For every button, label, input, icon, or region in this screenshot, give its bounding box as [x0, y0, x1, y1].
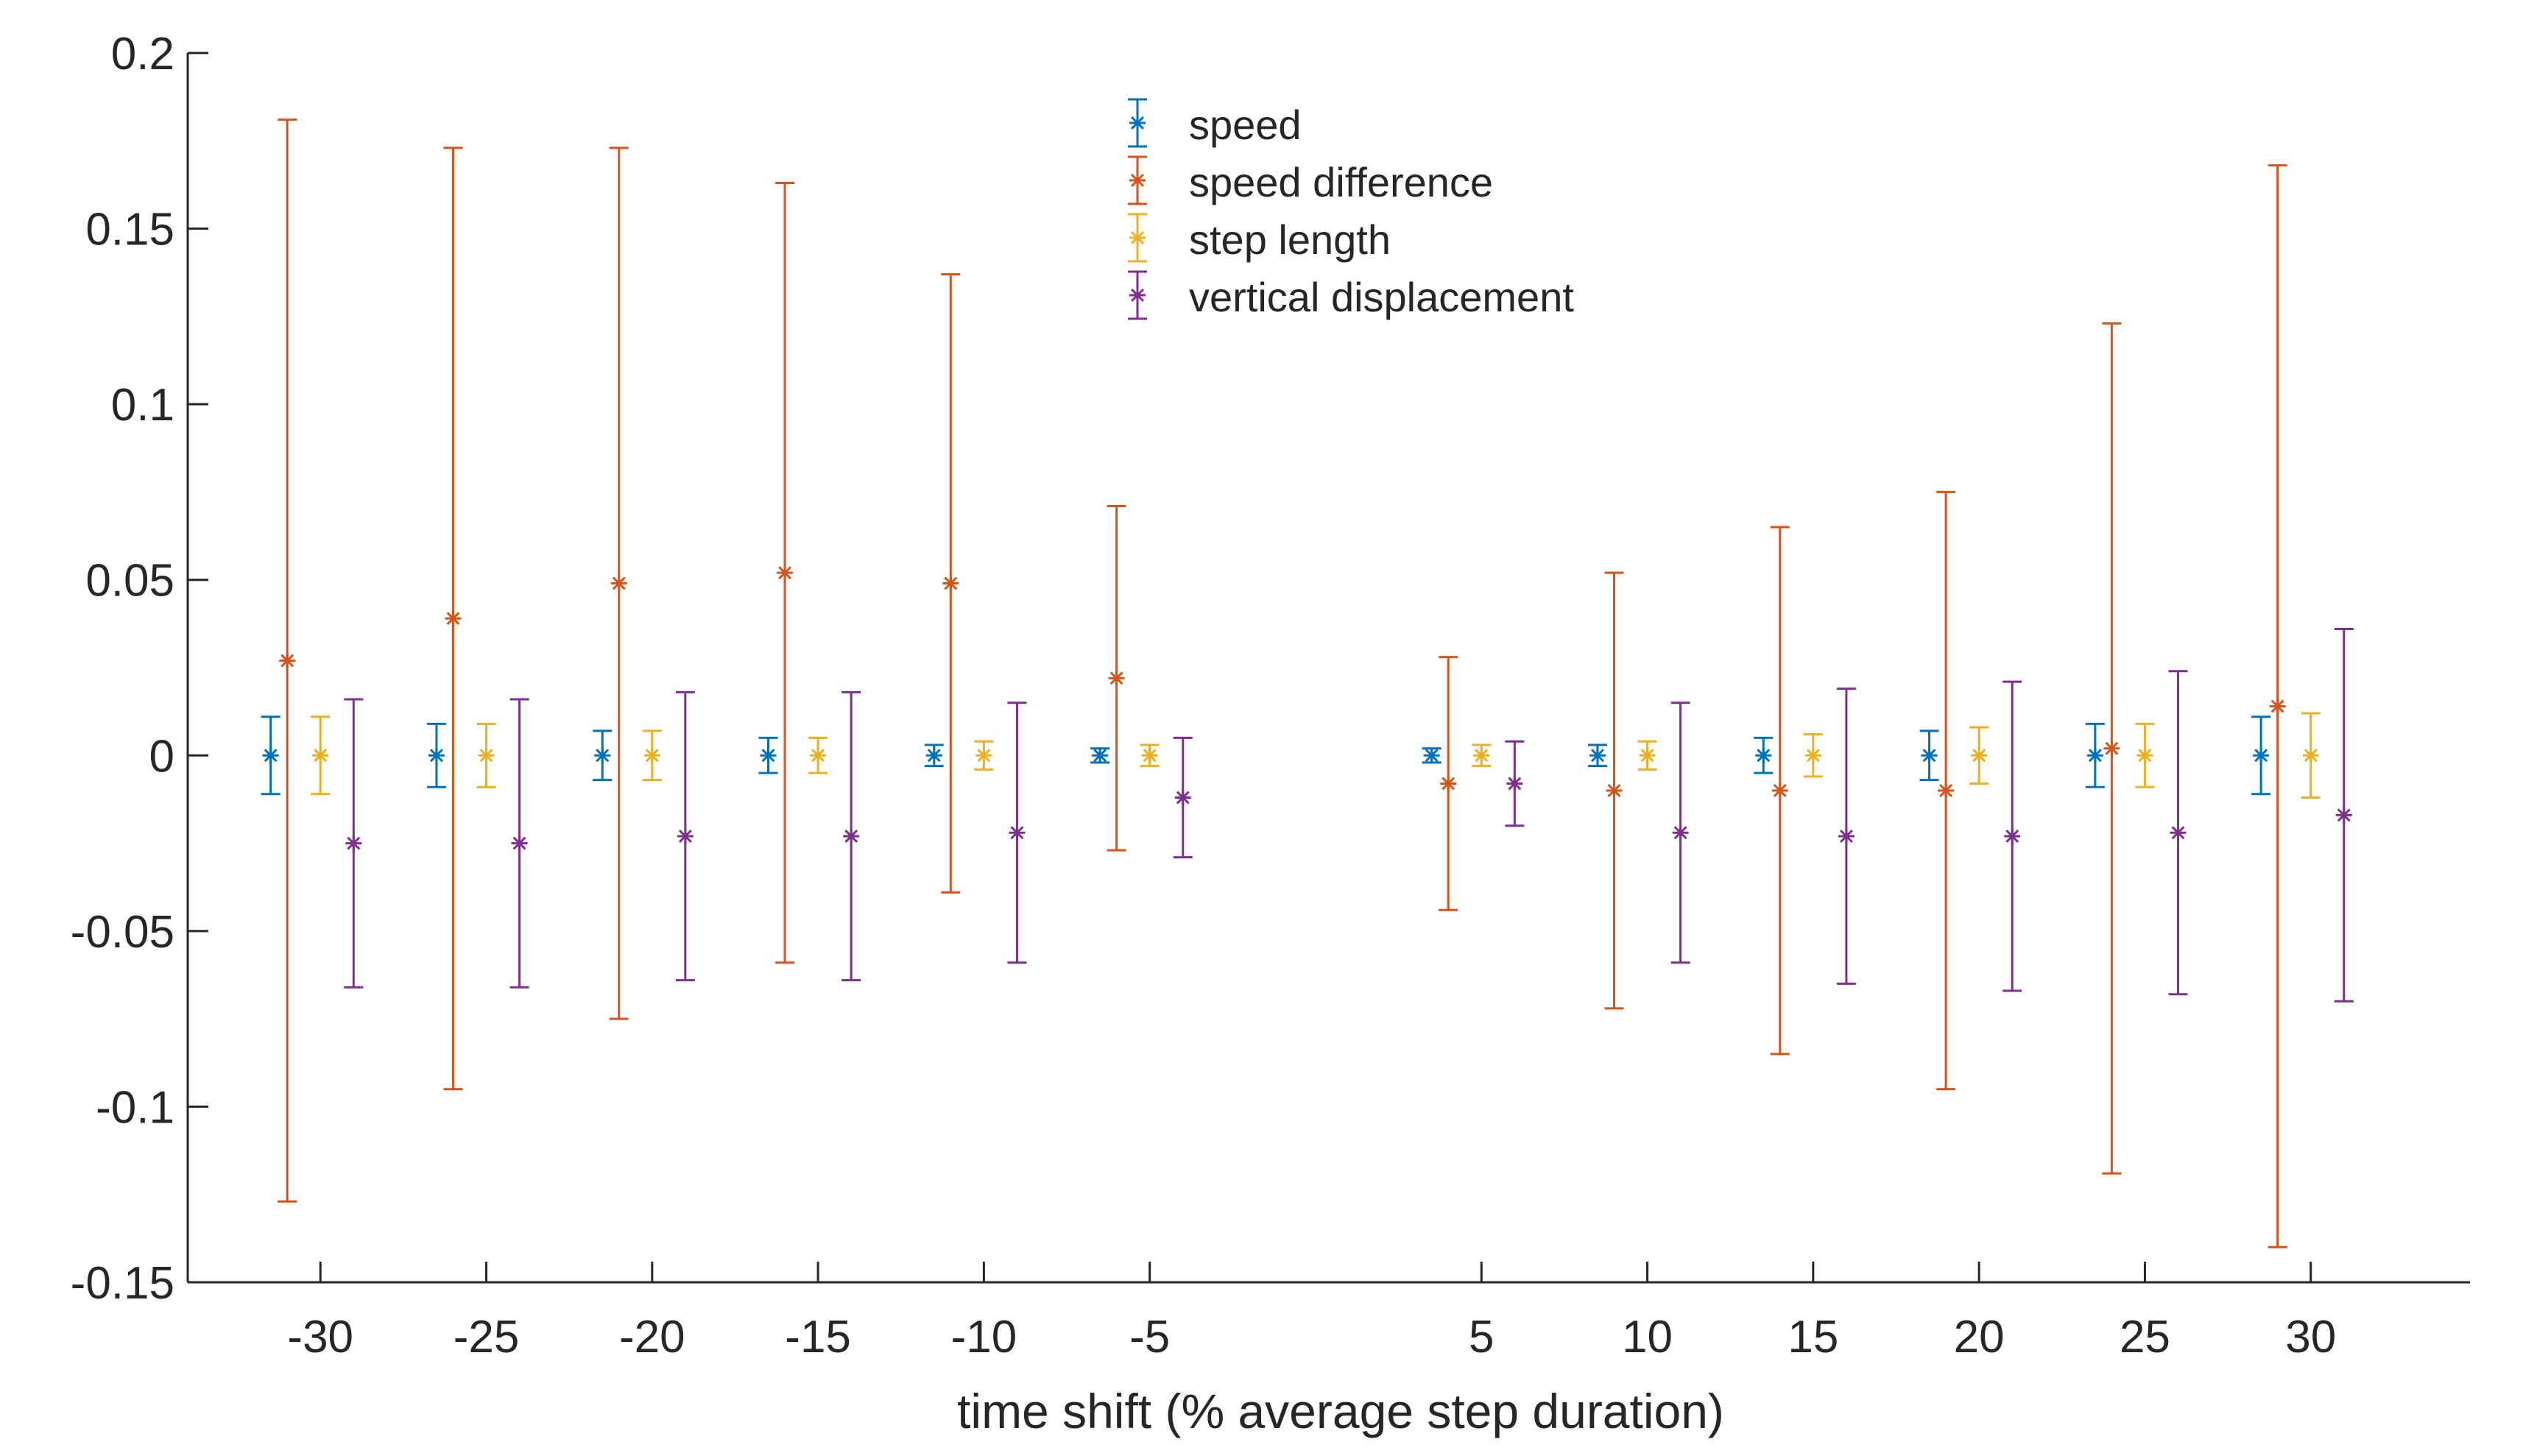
- data-point: [843, 828, 860, 845]
- legend-entry-label: vertical displacement: [1189, 274, 1574, 320]
- data-point: [1423, 747, 1440, 764]
- series-speed: [261, 715, 2271, 796]
- data-point: [428, 747, 445, 764]
- data-point: [1971, 747, 1988, 764]
- legend-marker: [1129, 115, 1146, 131]
- legend-entry-label: step length: [1189, 216, 1391, 263]
- y-tick-label: 0: [149, 731, 174, 782]
- series-vertical-displacement: [344, 628, 2354, 1003]
- legend-marker: [1129, 172, 1146, 188]
- data-point: [312, 747, 329, 764]
- y-tick-label: -0.1: [96, 1082, 174, 1133]
- data-point: [1606, 782, 1623, 799]
- series-step-length: [311, 712, 2321, 799]
- data-point: [2004, 828, 2021, 845]
- legend-marker: [1129, 287, 1146, 303]
- data-point: [2086, 747, 2103, 764]
- data-point: [1938, 782, 1955, 799]
- data-point: [2302, 747, 2319, 764]
- data-point: [925, 747, 942, 764]
- data-point: [777, 565, 794, 582]
- x-tick-label: 10: [1622, 1312, 1673, 1363]
- data-point: [643, 747, 660, 764]
- data-point: [2136, 747, 2153, 764]
- data-point: [2335, 807, 2352, 824]
- data-point: [445, 610, 462, 627]
- data-point: [2170, 824, 2187, 841]
- data-point: [1755, 747, 1772, 764]
- data-point: [2103, 740, 2120, 757]
- legend-entry-label: speed: [1189, 102, 1302, 148]
- data-point: [594, 747, 611, 764]
- data-point: [345, 835, 362, 852]
- legend: speed speed difference step length vertical…: [1128, 98, 1574, 320]
- data-point: [942, 575, 959, 592]
- x-tick-label: 15: [1788, 1312, 1838, 1363]
- data-point: [1838, 828, 1855, 845]
- data-point: [1092, 747, 1109, 764]
- data-point: [1506, 775, 1523, 792]
- x-tick-label: -15: [785, 1312, 851, 1363]
- axes: [186, 53, 2470, 1284]
- data-point: [810, 747, 827, 764]
- y-tick-label: 0.2: [111, 29, 174, 79]
- x-tick-label: 5: [1469, 1312, 1494, 1363]
- data-point: [1672, 824, 1689, 841]
- x-tick-label: 30: [2285, 1312, 2336, 1363]
- y-tick-label: 0.05: [85, 556, 174, 607]
- x-tick-label: -30: [287, 1312, 353, 1363]
- y-tick-label: 0.1: [111, 380, 174, 431]
- data-point: [511, 835, 528, 852]
- data-point: [279, 652, 296, 669]
- x-tick-label: 20: [1954, 1312, 2005, 1363]
- data-point: [2269, 698, 2286, 715]
- y-tick-label: -0.15: [71, 1258, 174, 1309]
- data-point: [1771, 782, 1788, 799]
- data-point: [1639, 747, 1656, 764]
- series-speed-difference: [278, 119, 2287, 1248]
- legend-marker: [1129, 230, 1146, 246]
- data-point: [1141, 747, 1158, 764]
- data-point: [1804, 747, 1821, 764]
- data-point: [1440, 775, 1457, 792]
- data-point: [1174, 789, 1191, 806]
- data-series: [261, 119, 2354, 1248]
- x-tick-label: -25: [454, 1312, 520, 1363]
- data-point: [1589, 747, 1606, 764]
- y-tick-label: -0.05: [71, 907, 174, 958]
- data-point: [975, 747, 992, 764]
- x-tick-label: -10: [951, 1312, 1017, 1363]
- x-tick-label: 25: [2120, 1312, 2170, 1363]
- x-tick-label: -20: [619, 1312, 685, 1363]
- data-point: [2253, 747, 2270, 764]
- data-point: [760, 747, 777, 764]
- y-tick-label: 0.15: [85, 205, 174, 255]
- legend-entry-label: speed difference: [1189, 159, 1493, 205]
- ticks: -0.15 -0.1 -0.05 0 0.05 0.1 0.15 0.2 -30 -25 -20 -1…: [71, 29, 2337, 1363]
- data-point: [1921, 747, 1938, 764]
- data-point: [1009, 824, 1026, 841]
- data-point: [1108, 670, 1125, 687]
- data-point: [478, 747, 495, 764]
- x-axis-label: time shift (% average step duration): [957, 1384, 1724, 1438]
- data-point: [1473, 747, 1490, 764]
- data-point: [262, 747, 279, 764]
- data-point: [677, 828, 694, 845]
- x-tick-label: -5: [1129, 1312, 1170, 1363]
- data-point: [610, 575, 627, 592]
